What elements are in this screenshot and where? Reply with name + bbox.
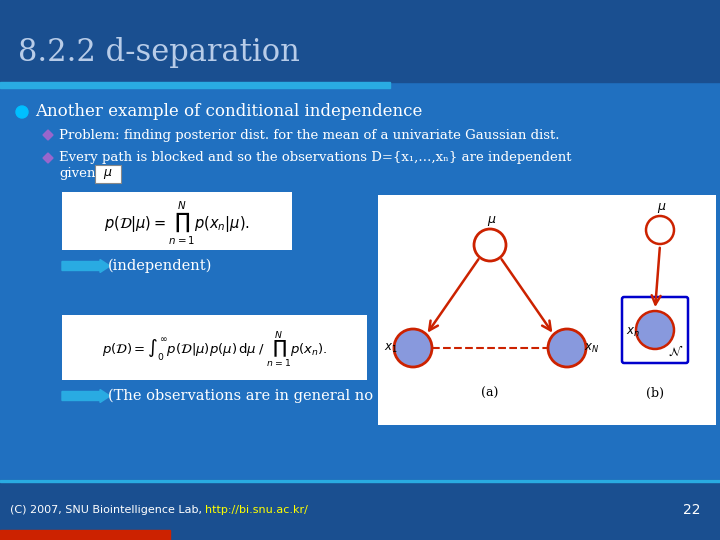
- Bar: [0, 480, 720, 540]
- Text: $x_N$: $x_N$: [585, 341, 600, 355]
- Circle shape: [474, 229, 506, 261]
- Text: given: given: [59, 167, 95, 180]
- Bar: [62, 192, 292, 250]
- Text: (independent): (independent): [108, 259, 212, 273]
- Bar: [62, 315, 367, 380]
- Polygon shape: [43, 130, 53, 140]
- Polygon shape: [43, 153, 53, 163]
- Text: $\mu$: $\mu$: [657, 201, 667, 215]
- Text: 8.2.2 d-separation: 8.2.2 d-separation: [18, 37, 300, 68]
- Text: $\mu$: $\mu$: [103, 167, 113, 181]
- Text: (The observations are in general no longer independent!): (The observations are in general no long…: [108, 389, 535, 403]
- Text: Every path is blocked and so the observations D={x₁,…,xₙ} are independent: Every path is blocked and so the observa…: [59, 152, 572, 165]
- Text: $x_1$: $x_1$: [384, 341, 398, 355]
- Text: 22: 22: [683, 503, 700, 517]
- Text: http://bi.snu.ac.kr/: http://bi.snu.ac.kr/: [205, 505, 308, 515]
- Bar: [0, 82, 390, 88]
- Text: (b): (b): [646, 387, 664, 400]
- Text: Problem: finding posterior dist. for the mean of a univariate Gaussian dist.: Problem: finding posterior dist. for the…: [59, 129, 559, 141]
- Text: $p(\mathcal{D}|\mu) = \prod_{n=1}^{N} p(x_n|\mu).$: $p(\mathcal{D}|\mu) = \prod_{n=1}^{N} p(…: [104, 199, 250, 247]
- Bar: [0, 530, 170, 540]
- Text: $p(\mathcal{D}) = \int_0^{\infty} p(\mathcal{D}|\mu)p(\mu)\,\mathrm{d}\mu \;/\; : $p(\mathcal{D}) = \int_0^{\infty} p(\mat…: [102, 329, 328, 369]
- FancyArrow shape: [62, 389, 110, 402]
- Text: $\mu$: $\mu$: [487, 214, 497, 228]
- Circle shape: [646, 216, 674, 244]
- Text: $\mathcal{N}$: $\mathcal{N}$: [668, 345, 684, 359]
- Text: $x_n$: $x_n$: [626, 326, 640, 339]
- Circle shape: [16, 106, 28, 118]
- Text: (C) 2007, SNU Biointelligence Lab,: (C) 2007, SNU Biointelligence Lab,: [9, 505, 205, 515]
- Bar: [0, 480, 720, 482]
- Bar: [378, 195, 716, 425]
- FancyArrow shape: [62, 260, 110, 273]
- Text: (a): (a): [481, 387, 499, 400]
- Bar: [0, 0, 720, 82]
- Circle shape: [636, 311, 674, 349]
- Circle shape: [394, 329, 432, 367]
- FancyBboxPatch shape: [95, 165, 121, 183]
- Text: Another example of conditional independence: Another example of conditional independe…: [35, 104, 423, 120]
- Circle shape: [548, 329, 586, 367]
